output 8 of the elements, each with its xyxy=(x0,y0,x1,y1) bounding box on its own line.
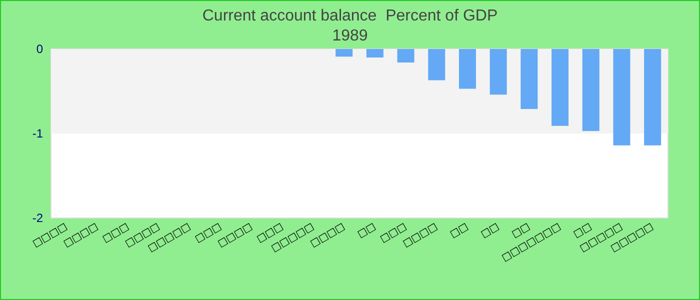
y-tick-label: -2 xyxy=(32,211,44,225)
chart-subtitle: 1989 xyxy=(332,28,368,44)
chart-title: Current account balance Percent of GDP xyxy=(202,8,498,24)
y-tick-label: 0 xyxy=(36,42,44,56)
y-tick-label: -1 xyxy=(32,126,44,140)
x-tick-label: □□ xyxy=(479,221,502,240)
x-tick-label: □□ xyxy=(448,221,470,240)
x-tick-label: □□ xyxy=(356,221,378,240)
